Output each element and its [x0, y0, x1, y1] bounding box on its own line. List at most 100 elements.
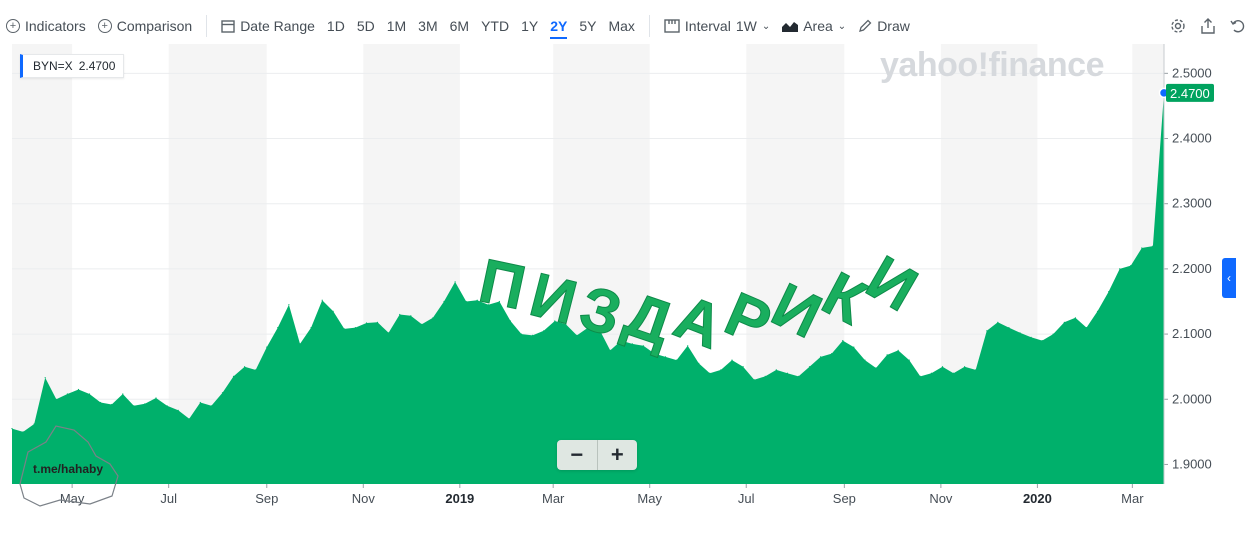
- price-point: [1141, 247, 1143, 249]
- toolbar-divider: [648, 15, 650, 37]
- date-range-label: Date Range: [240, 18, 315, 34]
- plus-circle-icon: +: [97, 19, 112, 33]
- telegram-tag: t.me/hahaby: [33, 462, 104, 476]
- price-point: [698, 362, 700, 364]
- overlay-caption: ПИЗДАРИКИ: [473, 242, 934, 365]
- price-point: [1130, 265, 1132, 267]
- share-icon[interactable]: [1200, 18, 1216, 34]
- range-1m[interactable]: 1M: [386, 18, 407, 34]
- price-point: [232, 375, 235, 377]
- x-tick-label: Nov: [929, 491, 953, 506]
- y-tick-label: 2.3000: [1172, 196, 1212, 211]
- price-point: [11, 428, 13, 430]
- price-point: [598, 328, 600, 330]
- price-point: [543, 330, 545, 332]
- range-3m[interactable]: 3M: [418, 18, 438, 34]
- price-point: [875, 367, 877, 369]
- range-1d[interactable]: 1D: [326, 18, 345, 34]
- range-6m[interactable]: 6M: [449, 18, 470, 34]
- range-5d[interactable]: 5D: [356, 18, 375, 34]
- price-point: [133, 405, 135, 407]
- price-point: [66, 393, 68, 395]
- price-point: [609, 349, 611, 351]
- toolbar-divider: [206, 15, 208, 37]
- price-chart[interactable]: 2.5000 2.4000 2.3000 2.2000 2.1000 2.0000 1.90…: [0, 44, 1256, 528]
- chevron-down-icon: ⌄: [837, 20, 847, 32]
- x-tick-label: Jul: [160, 491, 177, 506]
- price-point: [620, 340, 622, 342]
- range-ytd[interactable]: YTD: [481, 18, 510, 34]
- price-area: [12, 92, 1164, 485]
- price-point: [155, 397, 157, 399]
- price-point: [1052, 333, 1054, 335]
- price-point: [210, 405, 212, 407]
- range-1y[interactable]: 1Y: [521, 18, 539, 34]
- price-point: [797, 375, 800, 377]
- price-point: [343, 328, 345, 330]
- price-point: [820, 356, 822, 358]
- price-point: [676, 359, 678, 361]
- price-point: [775, 369, 777, 371]
- date-range-button[interactable]: Date Range: [215, 11, 321, 41]
- zoom-in-button[interactable]: +: [610, 442, 624, 467]
- price-point: [886, 354, 888, 356]
- price-point: [908, 359, 910, 361]
- price-point: [1074, 317, 1076, 319]
- price-point: [952, 372, 955, 374]
- price-point: [399, 313, 401, 316]
- range-max[interactable]: Max: [608, 18, 635, 34]
- price-point: [941, 366, 944, 368]
- x-tick-label: 2019: [445, 491, 474, 506]
- range-2y[interactable]: 2Y: [544, 11, 573, 41]
- price-point: [55, 398, 57, 400]
- range-5y[interactable]: 5Y: [579, 18, 597, 34]
- interval-dropdown[interactable]: Interval 1W ⌄: [658, 11, 776, 41]
- price-point: [33, 423, 35, 425]
- price-point: [520, 333, 523, 335]
- price-point: [509, 320, 512, 322]
- last-price-label: 2.4700: [1170, 86, 1210, 101]
- chart-type-dropdown[interactable]: Area ⌄: [776, 11, 852, 41]
- price-point: [1119, 268, 1121, 270]
- price-point: [1008, 327, 1010, 329]
- symbol-legend[interactable]: BYN=X 2.4700: [20, 54, 125, 78]
- comparison-label: Comparison: [116, 18, 193, 34]
- chart-type-label: Area: [803, 18, 833, 34]
- price-point: [1152, 245, 1154, 247]
- price-point: [244, 366, 246, 368]
- zoom-out-button[interactable]: −: [557, 440, 598, 470]
- x-tick-label: Nov: [352, 491, 376, 506]
- x-tick-label: May: [60, 491, 85, 506]
- price-point: [631, 343, 633, 345]
- price-point: [354, 327, 356, 329]
- price-point: [554, 320, 556, 322]
- legend-symbol: BYN=X: [33, 59, 73, 73]
- comparison-button[interactable]: + Comparison: [92, 11, 198, 41]
- price-point: [199, 401, 201, 404]
- toolbar-actions: [1170, 8, 1256, 44]
- indicators-button[interactable]: + Indicators: [0, 11, 92, 41]
- price-point: [365, 322, 368, 324]
- price-point: [465, 300, 467, 303]
- price-chart-svg: 2.5000 2.4000 2.3000 2.2000 2.1000 2.0000 1.90…: [11, 44, 1214, 507]
- price-point: [221, 392, 224, 394]
- price-point: [864, 359, 866, 361]
- price-point: [1030, 336, 1032, 338]
- reset-icon[interactable]: [1230, 18, 1246, 34]
- price-point: [388, 332, 390, 334]
- price-point: [443, 300, 445, 303]
- price-point: [321, 299, 323, 301]
- price-point: [565, 323, 567, 325]
- side-panel-toggle[interactable]: ‹: [1222, 258, 1236, 298]
- price-point: [22, 431, 24, 433]
- price-point: [44, 377, 46, 379]
- price-point: [687, 345, 689, 347]
- plus-circle-icon: +: [6, 19, 20, 33]
- price-point: [498, 300, 500, 303]
- price-point: [1041, 340, 1043, 342]
- price-point: [731, 359, 733, 361]
- gear-icon[interactable]: [1170, 18, 1186, 34]
- draw-button[interactable]: Draw: [852, 11, 916, 41]
- price-point: [742, 366, 744, 368]
- price-point: [288, 304, 290, 306]
